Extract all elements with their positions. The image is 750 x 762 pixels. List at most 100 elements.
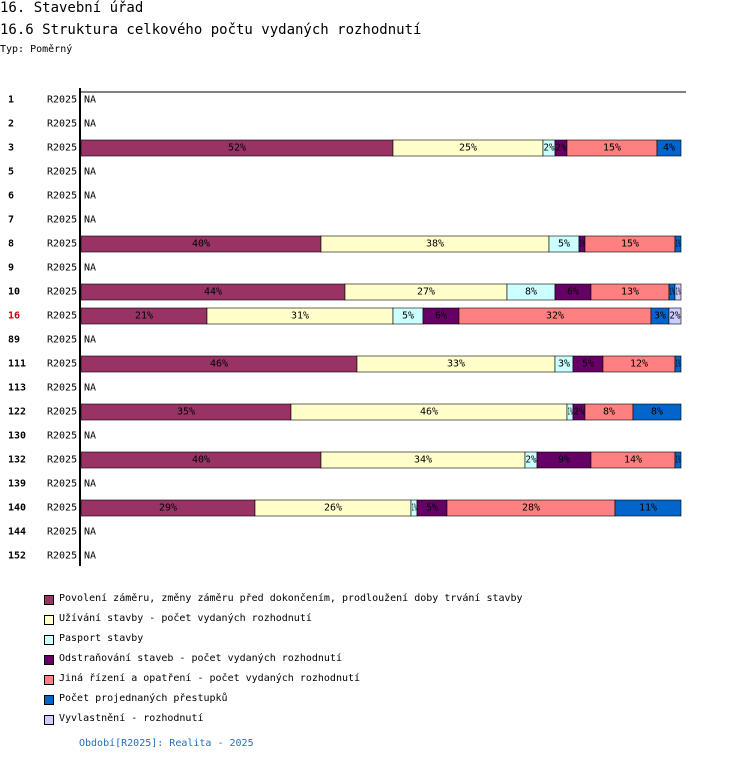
bar-segment-label: 5% [558, 239, 570, 250]
row-category-label: 132 [8, 455, 26, 466]
bar-segment-label: 9% [558, 455, 570, 466]
legend-swatch [44, 615, 54, 625]
row-na-label: NA [84, 263, 96, 274]
legend-label: Povolení záměru, změny záměru před dokon… [59, 593, 523, 604]
bar-segment-label: 1% [676, 359, 681, 370]
bar-segment-label: 33% [447, 359, 465, 370]
page-title: 16. Stavební úřad [0, 0, 144, 16]
row-period-label: R2025 [47, 503, 77, 514]
bar-segment-label: 25% [459, 143, 477, 154]
bar-segment-label: 6% [567, 287, 579, 298]
bar-segment-label: 34% [414, 455, 432, 466]
legend-swatch [44, 595, 54, 605]
bar-segment-label: 8% [603, 407, 615, 418]
row-category-label: 130 [8, 431, 26, 442]
chart-title: 16.6 Struktura celkového počtu vydaných … [0, 22, 422, 38]
bar-segment-label: 52% [228, 143, 246, 154]
row-na-label: NA [84, 383, 96, 394]
row-period-label: R2025 [47, 527, 77, 538]
bar-segment-label: 26% [324, 503, 342, 514]
row-period-label: R2025 [47, 551, 77, 562]
bar-segment-label: 2% [556, 143, 567, 154]
bar-segment-label: 8% [651, 407, 663, 418]
row-category-label: 2 [8, 119, 14, 130]
legend-label: Počet projednaných přestupků [59, 693, 228, 704]
row-category-label: 8 [8, 239, 14, 250]
bar-segment-label: 46% [210, 359, 228, 370]
bar-segment [614, 499, 682, 517]
bar-segment-label: 14% [624, 455, 642, 466]
legend-swatch [44, 655, 54, 665]
bar-segment-label: 1% [676, 239, 681, 250]
bar-segment-label: 11% [639, 503, 657, 514]
bar-segment-label: 28% [522, 503, 540, 514]
bar-segment-label: 2% [544, 143, 555, 154]
row-category-label: 7 [8, 215, 14, 226]
row-period-label: R2025 [47, 479, 77, 490]
row-period-label: R2025 [47, 383, 77, 394]
bar-segment-label: 8% [525, 287, 537, 298]
bar-segment-label: 1% [676, 455, 681, 466]
row-period-label: R2025 [47, 119, 77, 130]
legend-swatch [44, 635, 54, 645]
bar-segment [632, 403, 682, 421]
row-period-label: R2025 [47, 95, 77, 106]
row-na-label: NA [84, 527, 96, 538]
row-category-label: 3 [8, 143, 14, 154]
bar-segment-label: 15% [603, 143, 621, 154]
bar-segment-label: 13% [621, 287, 639, 298]
bar-segment-label: 5% [426, 503, 438, 514]
row-category-label: 139 [8, 479, 26, 490]
bar-segment-label: 3% [558, 359, 570, 370]
bar-segment-label: 31% [291, 311, 309, 322]
bar-segment [674, 451, 682, 469]
bar-segment-label: 46% [420, 407, 438, 418]
row-na-label: NA [84, 431, 96, 442]
bar-segment-label: 21% [135, 311, 153, 322]
row-period-label: R2025 [47, 263, 77, 274]
row-period-label: R2025 [47, 215, 77, 226]
row-na-label: NA [84, 167, 96, 178]
row-category-label: 113 [8, 383, 26, 394]
bar-segment [656, 139, 682, 157]
legend-label: Jiná řízení a opatření - počet vydaných … [59, 673, 361, 684]
bar-segment-label: 1% [670, 287, 675, 298]
bar-segment-label: 1% [676, 287, 681, 298]
bar-segment-label: 2% [574, 407, 585, 418]
row-period-label: R2025 [47, 311, 77, 322]
row-period-label: R2025 [47, 431, 77, 442]
bar-segment-label: 27% [417, 287, 435, 298]
row-na-label: NA [84, 191, 96, 202]
row-category-label: 140 [8, 503, 26, 514]
row-category-label: 111 [8, 359, 26, 370]
bar-segment-label: 40% [192, 239, 210, 250]
row-category-label: 152 [8, 551, 26, 562]
bar-segment-label: 35% [177, 407, 195, 418]
legend-label: Vyvlastnění - rozhodnutí [59, 713, 204, 724]
bar-segment-label: 2% [670, 311, 681, 322]
legend-label: Užívání stavby - počet vydaných rozhodnu… [59, 613, 312, 624]
row-period-label: R2025 [47, 335, 77, 346]
legend-swatch [44, 675, 54, 685]
row-period-label: R2025 [47, 407, 77, 418]
bar-segment-label: 12% [630, 359, 648, 370]
legend-label: Pasport stavby [59, 633, 144, 644]
row-period-label: R2025 [47, 191, 77, 202]
stacked-bar-chart: 1 R2025 NA2 R2025 NA3 R2025 52% 25% 2% 2% 15% 4%5 R2… [8, 88, 686, 566]
bar-segment-label: 3% [654, 311, 666, 322]
bar-segment-label: 40% [192, 455, 210, 466]
bar-segment [674, 235, 682, 253]
row-period-label: R2025 [47, 239, 77, 250]
row-na-label: NA [84, 479, 96, 490]
row-na-label: NA [84, 215, 96, 226]
row-category-label: 6 [8, 191, 14, 202]
legend-swatch [44, 695, 54, 705]
row-na-label: NA [84, 551, 96, 562]
row-category-label: 9 [8, 263, 14, 274]
bar-segment-label: 1% [580, 239, 585, 250]
row-category-label: 89 [8, 335, 20, 346]
row-na-label: NA [84, 119, 96, 130]
row-period-label: R2025 [47, 455, 77, 466]
bar-segment-label: 6% [435, 311, 447, 322]
period-footer: Období[R2025]: Realita - 2025 [79, 738, 254, 749]
